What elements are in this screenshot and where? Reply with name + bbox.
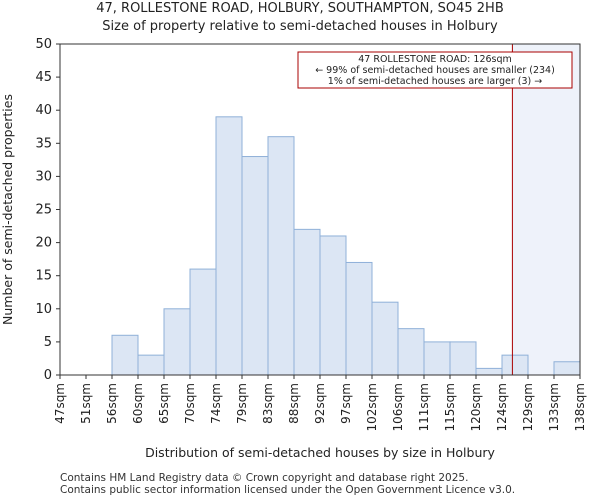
chart-subtitle: Size of property relative to semi-detach…	[102, 19, 498, 34]
annotation-line: ← 99% of semi-detached houses are smalle…	[315, 65, 555, 76]
footer-licence: Contains public sector information licen…	[60, 484, 516, 496]
y-tick-label: 35	[35, 136, 52, 151]
x-tick-label: 115sqm	[443, 383, 457, 431]
histogram-bar	[215, 116, 243, 376]
histogram-bar	[371, 301, 399, 376]
y-tick-label: 20	[35, 236, 52, 251]
x-tick-label: 56sqm	[105, 383, 119, 424]
histogram-bar	[111, 334, 139, 376]
y-tick-label: 15	[35, 269, 52, 284]
y-axis-label: Number of semi-detached properties	[0, 94, 15, 325]
x-tick-label: 138sqm	[573, 383, 587, 431]
y-tick-label: 45	[35, 70, 52, 85]
x-tick-label: 83sqm	[261, 383, 275, 424]
y-tick-label: 25	[35, 203, 52, 218]
annotation-box	[297, 51, 573, 89]
x-tick-label: 74sqm	[209, 383, 223, 424]
histogram-bar	[475, 367, 503, 376]
histogram-bar	[501, 354, 529, 376]
y-tick-label: 5	[44, 335, 52, 350]
x-tick-label: 65sqm	[157, 383, 171, 424]
histogram-bar	[137, 354, 165, 376]
y-tick-label: 30	[35, 169, 52, 184]
x-tick-label: 120sqm	[469, 383, 483, 431]
histogram-bar	[423, 341, 451, 376]
y-tick-label: 50	[35, 37, 52, 52]
y-tick-label: 40	[35, 103, 52, 118]
x-tick-label: 111sqm	[417, 383, 431, 431]
x-tick-label: 70sqm	[183, 383, 197, 424]
chart-title: 47, ROLLESTONE ROAD, HOLBURY, SOUTHAMPTO…	[96, 1, 504, 16]
x-tick-label: 60sqm	[131, 383, 145, 424]
histogram-bar	[163, 308, 191, 376]
x-tick-label: 102sqm	[365, 383, 379, 431]
histogram-bar	[267, 136, 295, 376]
x-tick-label: 129sqm	[521, 383, 535, 431]
histogram-bar	[319, 235, 347, 376]
x-tick-label: 79sqm	[235, 383, 249, 424]
x-tick-label: 106sqm	[391, 383, 405, 431]
annotation-line: 47 ROLLESTONE ROAD: 126sqm	[358, 54, 512, 65]
x-tick-label: 97sqm	[339, 383, 353, 424]
histogram-bar	[553, 361, 581, 376]
histogram-bar	[449, 341, 477, 376]
x-tick-label: 92sqm	[313, 383, 327, 424]
y-tick-label: 0	[44, 368, 52, 383]
histogram-bar	[189, 268, 217, 376]
histogram-bar	[397, 328, 425, 376]
y-tick-label: 10	[35, 302, 52, 317]
annotation-line: 1% of semi-detached houses are larger (3…	[328, 76, 542, 87]
x-tick-label: 51sqm	[79, 383, 93, 424]
x-tick-label: 124sqm	[495, 383, 509, 431]
larger-region-highlight	[512, 44, 580, 375]
x-tick-label: 88sqm	[287, 383, 301, 424]
histogram-bar	[241, 156, 269, 376]
histogram-bar	[345, 261, 373, 376]
histogram-bar	[293, 228, 321, 376]
x-tick-label: 47sqm	[53, 383, 67, 424]
x-tick-label: 133sqm	[547, 383, 561, 431]
x-axis-label: Distribution of semi-detached houses by …	[145, 445, 495, 460]
footer-copyright: Contains HM Land Registry data © Crown c…	[60, 472, 469, 484]
